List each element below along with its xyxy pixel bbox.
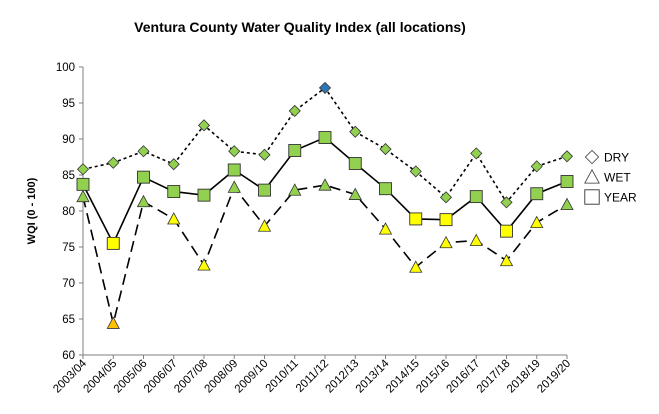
data-point-year xyxy=(469,190,483,204)
x-tick-label: 2019/20 xyxy=(535,358,573,396)
series-line-wet xyxy=(82,184,568,324)
legend-label-year: YEAR xyxy=(604,191,637,205)
data-point-dry xyxy=(500,196,513,209)
data-point-wet xyxy=(469,233,483,247)
data-point-year xyxy=(227,163,241,177)
x-tick-label: 2009/10 xyxy=(233,358,271,396)
data-point-dry xyxy=(530,160,543,173)
legend-marker-wet xyxy=(584,168,600,184)
data-point-year xyxy=(167,185,181,199)
data-point-year xyxy=(500,224,513,238)
y-tick-label: 85 xyxy=(62,170,75,182)
series-dry xyxy=(76,81,574,209)
data-point-dry xyxy=(470,147,483,160)
legend: DRY WET YEAR xyxy=(584,149,637,205)
data-point-year xyxy=(106,236,120,250)
y-tick-label: 60 xyxy=(62,350,75,362)
data-point-dry xyxy=(228,145,241,158)
legend-label-dry: DRY xyxy=(604,151,629,165)
data-point-dry xyxy=(560,150,574,163)
y-tick-label: 80 xyxy=(62,206,75,218)
data-point-dry xyxy=(167,158,180,171)
data-point-wet xyxy=(560,197,574,211)
data-point-wet xyxy=(288,183,302,196)
data-point-dry xyxy=(349,125,362,138)
data-point-dry xyxy=(107,156,120,169)
y-tick-label: 65 xyxy=(62,314,75,326)
data-point-wet xyxy=(378,222,393,235)
y-tick-label: 90 xyxy=(62,134,75,146)
y-tick-label: 95 xyxy=(62,98,75,110)
data-point-wet xyxy=(257,219,272,232)
y-tick-label: 100 xyxy=(56,62,75,74)
chart-title: Ventura County Water Quality Index (all … xyxy=(134,19,466,35)
data-point-wet xyxy=(530,215,544,229)
y-tick-label: 75 xyxy=(62,242,75,254)
data-point-wet xyxy=(76,189,90,203)
y-axis-label: WQI (0 - 100) xyxy=(26,177,38,244)
data-point-dry xyxy=(439,191,453,204)
data-point-year xyxy=(409,212,423,226)
data-point-dry xyxy=(76,163,90,176)
data-point-dry xyxy=(379,143,392,156)
data-point-year xyxy=(379,182,392,196)
data-point-wet xyxy=(499,253,514,267)
x-tick-label: 2010/11 xyxy=(264,358,301,395)
data-point-year xyxy=(258,183,271,197)
data-point-dry xyxy=(409,165,422,178)
data-point-year xyxy=(288,144,302,157)
series-year xyxy=(76,131,574,250)
data-point-dry xyxy=(258,148,271,161)
data-point-wet xyxy=(167,212,181,225)
legend-label-wet: WET xyxy=(604,171,631,185)
data-point-dry xyxy=(288,104,301,117)
data-point-year xyxy=(439,213,453,227)
data-point-year xyxy=(197,188,211,202)
data-point-dry xyxy=(137,145,150,158)
series-layer xyxy=(76,81,574,329)
data-point-year xyxy=(530,187,544,201)
data-point-wet xyxy=(439,235,453,249)
data-point-wet xyxy=(106,316,120,329)
legend-marker-dry xyxy=(584,149,600,165)
data-point-year xyxy=(318,131,332,145)
data-point-wet xyxy=(136,194,151,208)
data-point-year xyxy=(76,177,90,191)
legend-marker-year xyxy=(584,189,600,205)
series-wet xyxy=(76,178,574,329)
data-point-wet xyxy=(197,258,211,271)
data-point-wet xyxy=(318,178,332,191)
data-point-wet xyxy=(348,187,362,200)
data-point-year xyxy=(348,157,362,170)
data-point-wet xyxy=(409,260,423,273)
data-point-year xyxy=(137,170,150,184)
data-point-dry xyxy=(197,119,211,132)
data-point-wet xyxy=(227,180,241,193)
data-point-year xyxy=(560,175,574,188)
axes: 60657075808590951002003/042004/052005/06… xyxy=(51,62,573,396)
y-tick-label: 70 xyxy=(62,278,75,290)
data-point-dry xyxy=(318,81,332,94)
